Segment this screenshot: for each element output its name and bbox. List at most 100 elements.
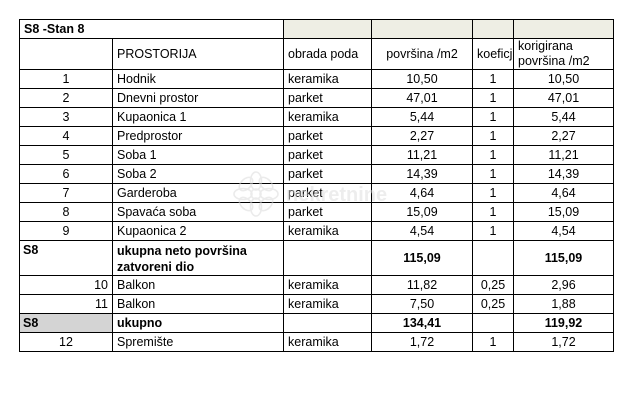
cell-corrected-area: 1,88 [513,294,614,314]
cell-floor: keramika [283,107,372,127]
cell-corrected-area: 2,27 [513,126,614,146]
cell-corrected-area: 15,09 [513,202,614,222]
title-spacer-1 [283,19,372,39]
cell-coefficient: 1 [472,202,514,222]
cell-corrected-area: 14,39 [513,164,614,184]
cell-coefficient: 1 [472,145,514,165]
cell-room: Kupaonica 1 [112,107,284,127]
total-row: S8 ukupno 134,41 119,92 [19,313,614,333]
cell-corrected-area: 47,01 [513,88,614,108]
cell-room: Dnevni prostor [112,88,284,108]
cell-area: 1,72 [371,332,473,352]
cell-room: Soba 1 [112,145,284,165]
column-header-floor-finish: obrada poda [283,38,372,70]
cell-area: 5,44 [371,107,473,127]
column-header-coefficient: koeficj. [472,38,514,70]
apartment-area-table: S8 -Stan 8 PROSTORIJA obrada poda površi… [19,19,614,352]
subtotal-corrected-area: 115,09 [513,240,614,276]
cell-floor: keramika [283,332,372,352]
cell-index: 3 [19,107,113,127]
cell-index: 11 [19,294,113,314]
subtotal-area: 115,09 [371,240,473,276]
table-header-row: PROSTORIJA obrada poda površina /m2 koef… [19,38,614,70]
table-row: 6 Soba 2 parket 14,39 1 14,39 [19,164,614,184]
total-tag: S8 [19,313,113,333]
cell-floor: parket [283,202,372,222]
subtotal-label-line1: ukupna neto površina [117,244,247,258]
subtotal-tag: S8 [19,240,113,276]
cell-floor: keramika [283,69,372,89]
cell-floor: keramika [283,294,372,314]
cell-area: 11,21 [371,145,473,165]
cell-floor: parket [283,164,372,184]
cell-coefficient: 1 [472,69,514,89]
sheet-title: S8 -Stan 8 [19,19,284,39]
cell-index: 7 [19,183,113,203]
cell-coefficient: 1 [472,126,514,146]
subtotal-floor [283,240,372,276]
corrected-area-header-line1: korigirana [518,39,573,54]
cell-area: 10,50 [371,69,473,89]
column-header-index [19,38,113,70]
cell-corrected-area: 2,96 [513,275,614,295]
cell-floor: parket [283,126,372,146]
cell-coefficient: 0,25 [472,294,514,314]
total-area: 134,41 [371,313,473,333]
cell-area: 11,82 [371,275,473,295]
total-coefficient [472,313,514,333]
column-header-area: površina /m2 [371,38,473,70]
cell-corrected-area: 11,21 [513,145,614,165]
cell-index: 1 [19,69,113,89]
cell-index: 2 [19,88,113,108]
table-row: 11 Balkon keramika 7,50 0,25 1,88 [19,294,614,314]
cell-room: Kupaonica 2 [112,221,284,241]
cell-area: 2,27 [371,126,473,146]
cell-area: 47,01 [371,88,473,108]
cell-area: 14,39 [371,164,473,184]
table-row: 10 Balkon keramika 11,82 0,25 2,96 [19,275,614,295]
table-row: 5 Soba 1 parket 11,21 1 11,21 [19,145,614,165]
cell-index: 12 [19,332,113,352]
cell-index: 8 [19,202,113,222]
cell-floor: keramika [283,275,372,295]
table-row: 8 Spavaća soba parket 15,09 1 15,09 [19,202,614,222]
subtotal-coefficient [472,240,514,276]
cell-corrected-area: 5,44 [513,107,614,127]
cell-corrected-area: 10,50 [513,69,614,89]
table-row: 4 Predprostor parket 2,27 1 2,27 [19,126,614,146]
cell-room: Spavaća soba [112,202,284,222]
cell-floor: parket [283,145,372,165]
cell-coefficient: 1 [472,332,514,352]
title-spacer-2 [371,19,473,39]
cell-room: Spremište [112,332,284,352]
cell-floor: parket [283,88,372,108]
cell-coefficient: 1 [472,221,514,241]
spreadsheet-sheet: S8 -Stan 8 PROSTORIJA obrada poda površi… [19,19,614,352]
table-row: 2 Dnevni prostor parket 47,01 1 47,01 [19,88,614,108]
cell-room: Balkon [112,294,284,314]
column-header-room: PROSTORIJA [112,38,284,70]
cell-coefficient: 0,25 [472,275,514,295]
cell-room: Garderoba [112,183,284,203]
total-floor [283,313,372,333]
cell-room: Hodnik [112,69,284,89]
title-spacer-3 [472,19,514,39]
table-row: 3 Kupaonica 1 keramika 5,44 1 5,44 [19,107,614,127]
table-row: 1 Hodnik keramika 10,50 1 10,50 [19,69,614,89]
cell-room: Balkon [112,275,284,295]
cell-room: Predprostor [112,126,284,146]
title-spacer-4 [513,19,614,39]
cell-index: 4 [19,126,113,146]
table-row: 9 Kupaonica 2 keramika 4,54 1 4,54 [19,221,614,241]
total-corrected-area: 119,92 [513,313,614,333]
cell-index: 10 [19,275,113,295]
cell-floor: parket [283,183,372,203]
cell-coefficient: 1 [472,164,514,184]
cell-corrected-area: 1,72 [513,332,614,352]
cell-area: 4,54 [371,221,473,241]
column-header-corrected-area: korigirana površina /m2 [513,38,614,70]
table-row: 7 Garderoba parket 4,64 1 4,64 [19,183,614,203]
cell-corrected-area: 4,54 [513,221,614,241]
cell-coefficient: 1 [472,183,514,203]
cell-floor: keramika [283,221,372,241]
